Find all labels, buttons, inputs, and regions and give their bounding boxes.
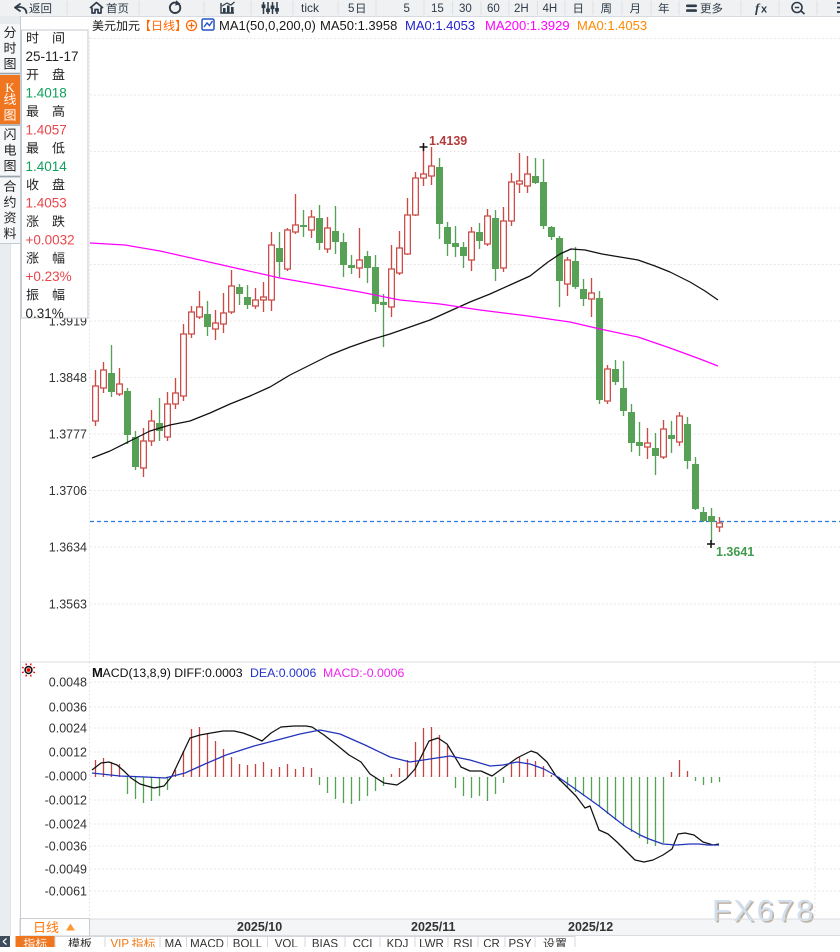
svg-text:0.0012: 0.0012 [49,746,87,760]
svg-text:1.4014: 1.4014 [26,159,68,174]
svg-text:1.4053: 1.4053 [26,196,67,211]
svg-text:tick: tick [301,1,320,15]
svg-text:-0.0049: -0.0049 [45,863,87,877]
svg-text:ACD(13,8,9) DIFF:0.0003: ACD(13,8,9) DIFF:0.0003 [103,666,243,680]
svg-text:VIP: VIP [111,939,130,948]
svg-text:FX678: FX678 [712,893,816,928]
svg-text:VOL: VOL [275,939,299,948]
svg-text:-0.0061: -0.0061 [45,885,87,899]
svg-text:-0.0036: -0.0036 [45,840,87,854]
svg-text:M: M [92,665,103,680]
svg-text:0.0024: 0.0024 [49,722,87,736]
svg-text:MACD:-0.0006: MACD:-0.0006 [323,666,404,680]
svg-text:RSI: RSI [453,939,472,948]
svg-text:KDJ: KDJ [387,939,409,948]
svg-text:2H: 2H [514,3,529,15]
svg-text:1.4139: 1.4139 [429,134,467,148]
svg-text:0.0048: 0.0048 [49,676,87,690]
svg-text:MA50:1.3958: MA50:1.3958 [320,18,397,33]
svg-text:MA200:1.3929: MA200:1.3929 [485,18,570,33]
svg-text:25-11-17: 25-11-17 [26,49,79,64]
svg-text:1.4057: 1.4057 [26,122,67,137]
svg-text:+0.0032: +0.0032 [26,232,75,247]
svg-text:K: K [5,80,15,95]
svg-text:MA1(50,0,200,0): MA1(50,0,200,0) [219,18,316,33]
svg-text:f: f [755,1,761,16]
svg-text:2025/12: 2025/12 [568,920,613,934]
svg-text:2025/11: 2025/11 [411,920,456,934]
svg-text:x: x [761,4,768,16]
svg-text:-0.0000: -0.0000 [45,770,87,784]
svg-text:4H: 4H [543,3,558,15]
svg-text:BIAS: BIAS [312,939,339,948]
svg-text:1.3634: 1.3634 [49,541,87,555]
svg-text:1.3848: 1.3848 [49,371,87,385]
svg-text:5: 5 [348,3,354,15]
svg-text:2025/10: 2025/10 [237,920,282,934]
svg-text:60: 60 [487,3,500,15]
svg-text:MA: MA [165,939,183,948]
svg-text:FX678: FX678 [714,894,818,929]
svg-text:1.3706: 1.3706 [49,484,87,498]
svg-text:0.0036: 0.0036 [49,701,87,715]
svg-text:15: 15 [431,3,444,15]
svg-text:+0.23%: +0.23% [26,269,72,284]
svg-text:PSY: PSY [508,939,531,948]
svg-text:0.31%: 0.31% [26,306,64,321]
svg-text:1.3563: 1.3563 [49,598,87,612]
svg-text:CCI: CCI [353,939,373,948]
svg-text:1.4018: 1.4018 [26,86,67,101]
svg-text:MACD: MACD [190,939,224,948]
svg-text:DEA:0.0006: DEA:0.0006 [250,666,316,680]
svg-text:5: 5 [404,3,410,15]
svg-text:1.3777: 1.3777 [49,428,87,442]
svg-text:BOLL: BOLL [233,939,263,948]
svg-text:30: 30 [459,3,472,15]
svg-text:MA0:1.4053: MA0:1.4053 [405,18,475,33]
svg-text:1.3641: 1.3641 [716,545,754,559]
svg-text:CR: CR [483,939,500,948]
svg-text:MA0:1.4053: MA0:1.4053 [577,18,647,33]
svg-text:-0.0012: -0.0012 [45,794,87,808]
svg-text:LWR: LWR [419,939,444,948]
svg-text:-0.0024: -0.0024 [45,818,87,832]
